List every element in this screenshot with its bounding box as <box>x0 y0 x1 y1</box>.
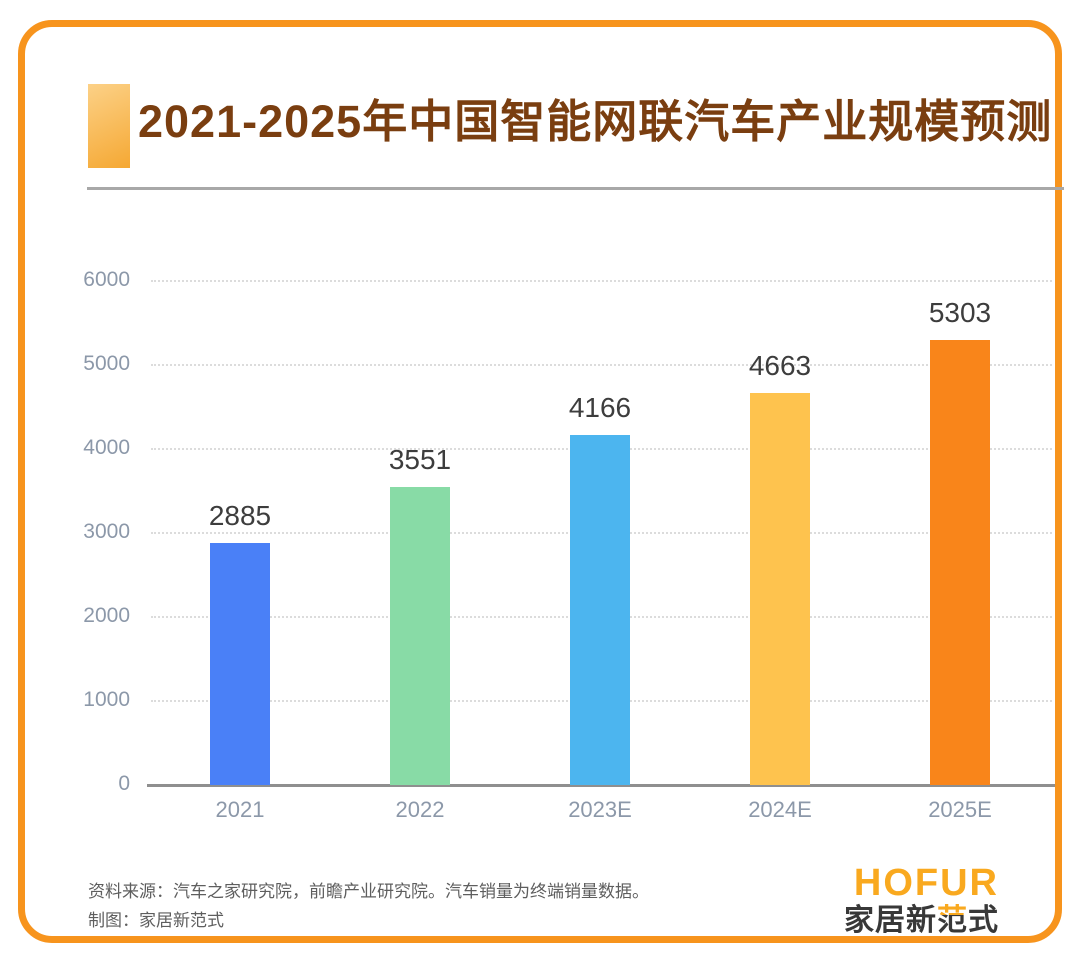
value-label-2025E: 5303 <box>928 297 992 328</box>
x-tick-2025E: 2025E <box>928 797 992 822</box>
y-axis-tick-4000: 4000 <box>83 436 130 459</box>
card-border: 2021-2025年中国智能网联汽车产业规模预测 0 1000 2000 3000 40… <box>18 20 1064 943</box>
value-label-2024E: 4663 <box>748 350 812 381</box>
gridline-5000 <box>151 364 1052 366</box>
title-accent-bar <box>88 84 130 168</box>
gridline-6000 <box>151 280 1052 282</box>
x-tick-2024E: 2024E <box>748 797 812 822</box>
x-tick-2023E: 2023E <box>568 797 632 822</box>
bar-2021 <box>210 543 270 785</box>
logo-cn-accent: 范 <box>937 904 968 937</box>
y-axis-tick-2000: 2000 <box>83 604 130 627</box>
hofur-logo: HOFUR 家居新范式 <box>844 863 999 938</box>
credit-note: 制图：家居新范式 <box>88 911 224 930</box>
footer-notes: 资料来源：汽车之家研究院，前瞻产业研究院。汽车销量为终端销量数据。 制图：家居新… <box>88 877 649 935</box>
y-axis-tick-5000: 5000 <box>83 352 130 375</box>
bar-2025E <box>930 340 990 785</box>
value-label-2022: 3551 <box>388 444 452 475</box>
y-axis-tick-3000: 3000 <box>83 520 130 543</box>
logo-cn-pre: 家居新 <box>844 904 937 937</box>
logo-wordmark: HOFUR <box>853 862 999 904</box>
x-tick-2022: 2022 <box>395 797 445 822</box>
y-axis-tick-0: 0 <box>118 772 130 795</box>
logo-cn-post: 式 <box>968 904 999 937</box>
header-divider <box>87 187 1064 190</box>
value-label-2023E: 4166 <box>568 392 632 423</box>
source-note: 资料来源：汽车之家研究院，前瞻产业研究院。汽车销量为终端销量数据。 <box>88 882 649 901</box>
y-axis-tick-6000: 6000 <box>83 268 130 291</box>
bar-2024E <box>750 393 810 785</box>
logo-chinese-name: 家居新范式 <box>844 904 999 938</box>
x-axis-line <box>147 784 1055 787</box>
x-tick-2021: 2021 <box>215 797 265 822</box>
page-title: 2021-2025年中国智能网联汽车产业规模预测 <box>138 96 1053 147</box>
value-label-2021: 2885 <box>208 500 272 531</box>
bar-2023E <box>570 435 630 785</box>
bar-chart: 0 1000 2000 3000 4000 5000 6000 2885 2021 3551 202… <box>25 27 1055 936</box>
y-axis-tick-1000: 1000 <box>83 688 130 711</box>
bar-2022 <box>390 487 450 785</box>
